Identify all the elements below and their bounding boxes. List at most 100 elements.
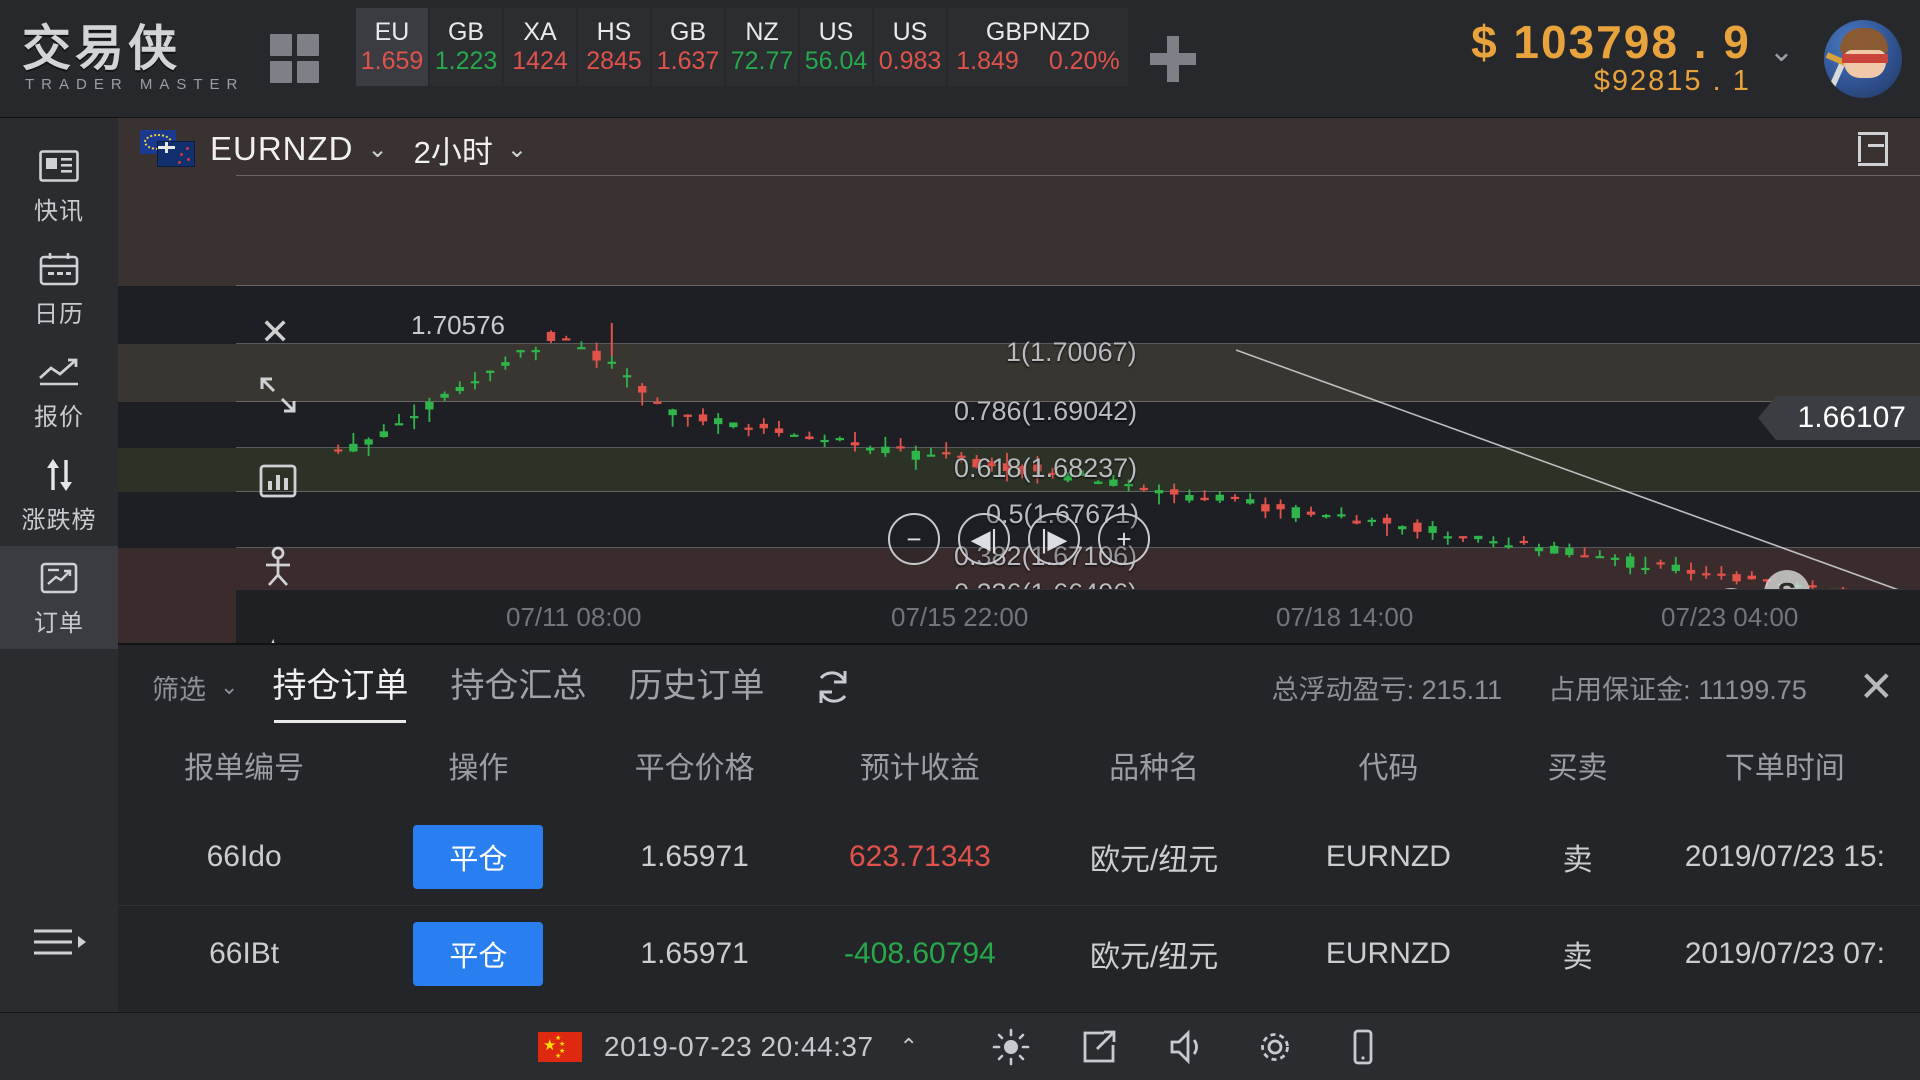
margin-used-label: 占用保证金: 11199.75 [1548, 674, 1807, 705]
candlestick-series [334, 323, 1920, 619]
orders-toolbar: 筛选 ⌄ 持仓订单 持仓汇总 历史订单 总浮动盈亏: 215.11 占用保证金:… [118, 645, 1920, 729]
order-close-price: 1.65971 [640, 840, 749, 873]
chart-top-band [118, 118, 1920, 176]
settings-icon[interactable] [1256, 1028, 1294, 1066]
sidebar-item-orders[interactable]: 订单 [0, 546, 118, 649]
sidebar-item-label: 涨跌榜 [21, 507, 97, 534]
ticker-symbol: GBPNZD [985, 18, 1091, 47]
chevron-down-icon[interactable]: ⌄ [506, 135, 527, 163]
order-side: 卖 [1505, 905, 1650, 1002]
filter-label: 筛选 [152, 674, 206, 705]
caret-up-icon[interactable]: ⌃ [899, 1033, 918, 1059]
close-position-button[interactable]: 平仓 [413, 825, 544, 889]
sidebar-item-label: 日历 [34, 301, 84, 328]
table-row[interactable]: 66Ido 平仓 1.65971 623.71343 欧元/纽元 EURNZD 卖 2019/… [118, 809, 1920, 906]
step-forward-button[interactable]: |▶ [1028, 513, 1080, 565]
chart-symbol[interactable]: EURNZD [210, 130, 354, 167]
person-ruler-icon[interactable] [256, 545, 302, 591]
orders-table: 报单编号 操作 平仓价格 预计收益 品种名 代码 买卖 下单时间 66Ido 平仓 1.65971… [118, 729, 1920, 1002]
zoom-in-button[interactable]: + [1098, 513, 1150, 565]
orders-panel: 筛选 ⌄ 持仓订单 持仓汇总 历史订单 总浮动盈亏: 215.11 占用保证金:… [118, 643, 1920, 1045]
column-header: 预计收益 [859, 752, 980, 785]
tab-history-orders[interactable]: 历史订单 [628, 666, 765, 705]
pulse-icon[interactable] [256, 631, 302, 643]
ticker-tab[interactable]: GB 1.637 [652, 8, 724, 86]
avatar-band [1842, 53, 1888, 63]
add-ticker-button[interactable] [1130, 35, 1216, 82]
ticker-tab[interactable]: XA 1424 [504, 8, 576, 86]
ticker-price: 2845 [586, 47, 642, 75]
zoom-out-button[interactable]: − [888, 513, 940, 565]
table-row[interactable]: 66IBt 平仓 1.65971 -408.60794 欧元/纽元 EURNZD 卖 2019… [118, 905, 1920, 1002]
order-id: 66Ido [206, 840, 282, 873]
fib-label: 0.618(1.68237) [954, 453, 1138, 483]
sidebar-item-quotes[interactable]: 报价 [0, 340, 118, 443]
ticker-change: 0.20% [1048, 47, 1120, 75]
menu-icon[interactable] [31, 924, 87, 960]
account-balance[interactable]: $ 103798 . 9 $92815 . 1 ⌄ [1471, 18, 1920, 99]
column-header: 买卖 [1547, 752, 1608, 785]
tab-position-summary[interactable]: 持仓汇总 [450, 666, 587, 705]
main-body: 快讯 日历 报价 涨跌榜 [0, 118, 1920, 1045]
price-chart[interactable]: EURNZD ⌄ 2小时 ⌄ ✕ [118, 118, 1920, 643]
close-icon[interactable]: ✕ [1858, 663, 1894, 710]
ticker-values: 1.637 [657, 47, 720, 76]
ticker-values: 2845 [586, 47, 642, 76]
chevron-down-icon[interactable]: ⌄ [367, 135, 388, 163]
crosshair-collapse-icon[interactable] [256, 373, 302, 419]
sidebar-item-gainers[interactable]: 涨跌榜 [0, 443, 118, 546]
chart-timeframe[interactable]: 2小时 [413, 134, 493, 170]
time-tick: 07/15 22:00 [891, 602, 1029, 632]
fib-gridline [236, 343, 1920, 344]
ticker-values: 56.04 [805, 47, 868, 76]
column-header: 下单时间 [1724, 752, 1845, 785]
order-product: 欧元/纽元 [1036, 905, 1272, 1002]
status-icons [992, 1028, 1382, 1066]
close-position-button[interactable]: 平仓 [413, 922, 544, 986]
sidebar-item-calendar[interactable]: 日历 [0, 237, 118, 340]
ticker-symbol: US [818, 18, 854, 47]
fib-gridline [236, 175, 1920, 176]
sidebar-item-news[interactable]: 快讯 [0, 134, 118, 237]
filter-dropdown[interactable]: 筛选 ⌄ [152, 668, 238, 707]
ticker-symbol: GB [447, 18, 485, 47]
grid-cell [297, 61, 319, 83]
ticker-tab[interactable]: NZ 72.77 [726, 8, 798, 86]
fib-gridline [236, 285, 1920, 286]
fib-zone [118, 344, 1920, 402]
column-header: 品种名 [1109, 752, 1200, 785]
ticker-tab[interactable]: GB 1.223 [430, 8, 502, 86]
ticker-price: 1.223 [434, 47, 498, 75]
column-header: 平仓价格 [634, 752, 755, 785]
ticker-tab[interactable]: US 0.983 [874, 8, 946, 86]
indicator-icon[interactable] [256, 459, 302, 505]
expand-panel-icon[interactable] [1858, 132, 1898, 166]
brightness-icon[interactable] [992, 1028, 1030, 1066]
avatar[interactable] [1824, 19, 1902, 98]
step-back-button[interactable]: ◀| [958, 513, 1010, 565]
mobile-icon[interactable] [1344, 1028, 1382, 1066]
ticker-price: 72.77 [730, 47, 794, 75]
apps-grid-icon[interactable] [270, 34, 334, 83]
order-action-cell: 平仓 [370, 809, 586, 906]
chart-tools [256, 373, 302, 643]
tab-open-orders[interactable]: 持仓订单 [272, 658, 408, 723]
orders-icon [39, 555, 79, 601]
status-datetime: 2019-07-23 20:44:37 [604, 1030, 874, 1062]
fib-label: 0.786(1.69042) [954, 396, 1138, 426]
ticker-tab[interactable]: EU 1.659 [356, 8, 428, 86]
ticker-tab[interactable]: HS 2845 [578, 8, 650, 86]
ticker-price: 56.04 [804, 47, 868, 75]
orders-summary: 总浮动盈亏: 215.11 占用保证金: 11199.75 ✕ [1272, 666, 1920, 708]
sidebar-item-label: 订单 [34, 610, 84, 637]
time-axis: 07/11 08:00 07/15 22:00 07/18 14:00 07/2… [236, 589, 1920, 643]
left-sidebar: 快讯 日历 报价 涨跌榜 [0, 118, 118, 1012]
ticker-tab[interactable]: GBPNZD 1.849 0.20% [948, 8, 1128, 86]
volume-icon[interactable] [1168, 1028, 1206, 1066]
chevron-down-icon[interactable]: ⌄ [1768, 35, 1794, 68]
ticker-tab[interactable]: US 56.04 [800, 8, 872, 86]
close-icon[interactable]: ✕ [260, 311, 291, 352]
refresh-icon[interactable] [812, 666, 854, 708]
time-tick: 07/23 04:00 [1661, 602, 1799, 632]
share-icon[interactable] [1080, 1028, 1118, 1066]
